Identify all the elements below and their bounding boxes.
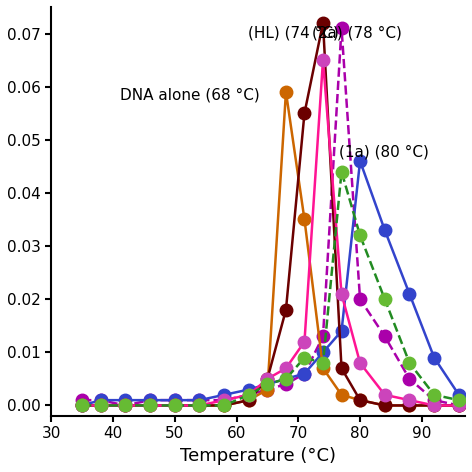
Text: DNA alone (68 °C): DNA alone (68 °C) <box>119 87 259 102</box>
X-axis label: Temperature (°C): Temperature (°C) <box>180 447 336 465</box>
Text: (1a) (80 °C): (1a) (80 °C) <box>339 144 429 159</box>
Text: (HL) (74 °C): (HL) (74 °C) <box>248 25 339 41</box>
Text: (2a) (78 °C): (2a) (78 °C) <box>312 25 402 41</box>
